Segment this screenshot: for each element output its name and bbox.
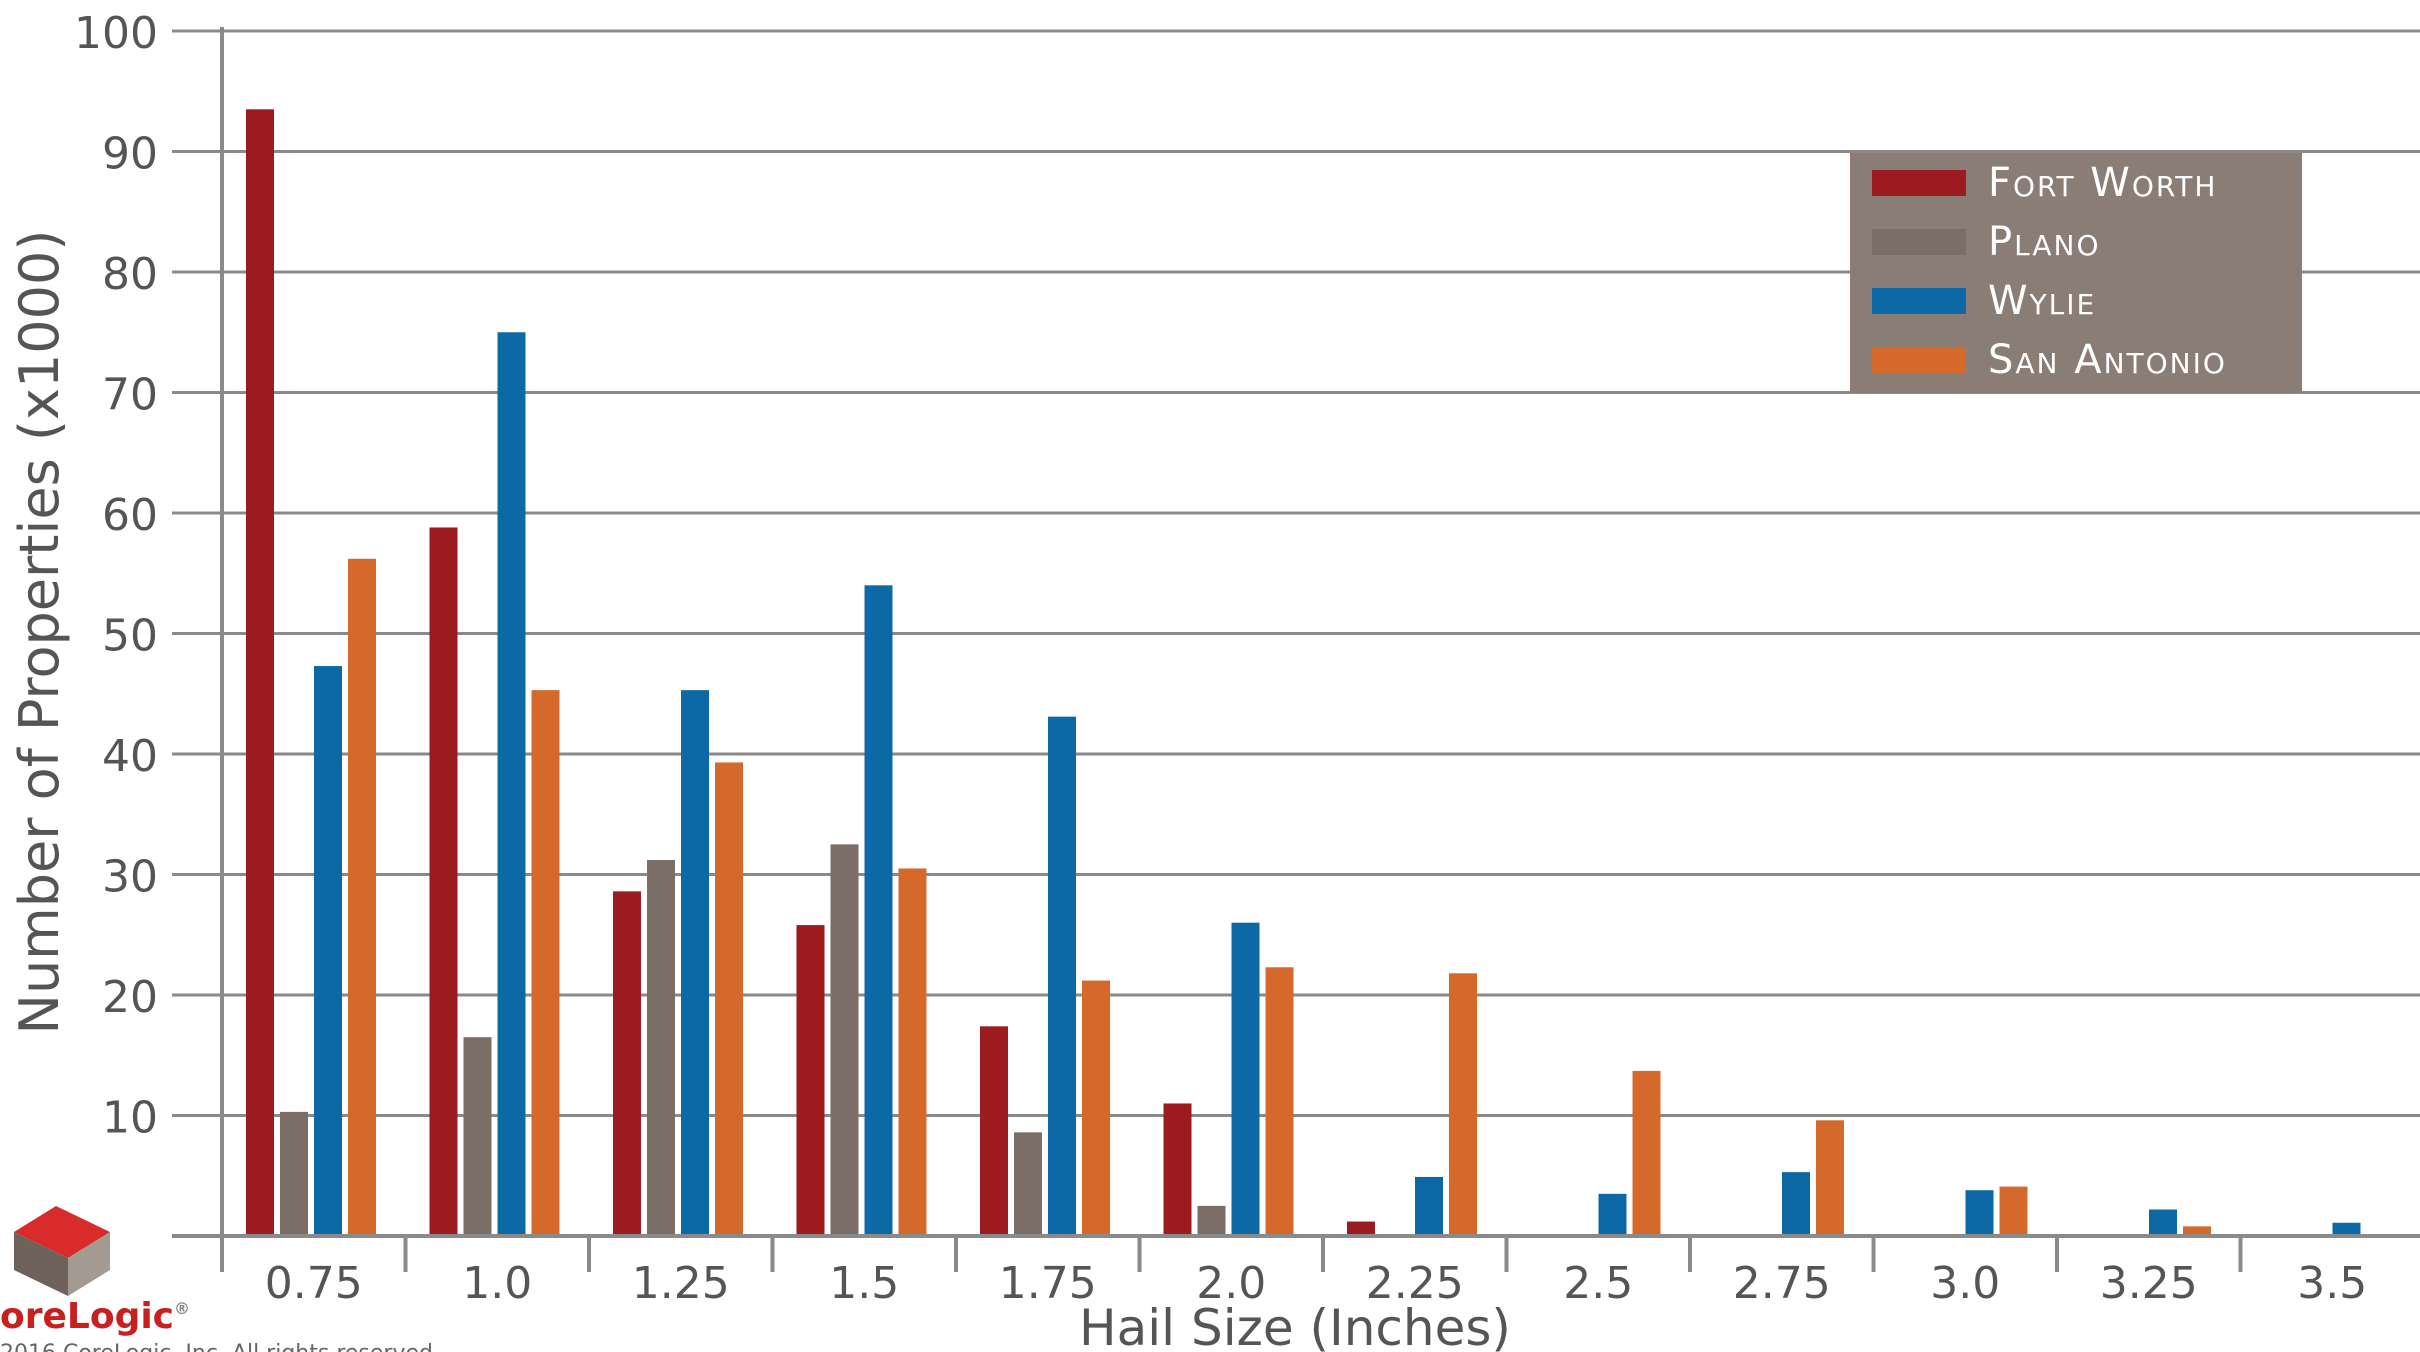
- bar: [1415, 1176, 1443, 1236]
- bar: [1197, 1205, 1226, 1236]
- y-tick-label: 30: [102, 852, 158, 903]
- bar: [1632, 1070, 1661, 1236]
- y-tick-label: 50: [102, 611, 158, 662]
- legend-swatch: [1872, 288, 1966, 314]
- bar: [864, 585, 893, 1236]
- bar: [613, 891, 641, 1236]
- bar: [429, 527, 458, 1236]
- bar: [1347, 1221, 1375, 1236]
- bar: [2183, 1226, 2211, 1236]
- legend: Fort Worth Plano Wylie San Antonio: [1850, 153, 2302, 393]
- bar: [246, 109, 274, 1237]
- x-tick-label: 1.5: [829, 1258, 899, 1309]
- bar: [1082, 980, 1110, 1236]
- x-tick-label: 3.25: [2100, 1258, 2198, 1309]
- bar: [1265, 967, 1294, 1236]
- bar: [1449, 973, 1477, 1236]
- bars: [246, 109, 2361, 1237]
- bar: [1048, 716, 1076, 1236]
- bar: [497, 332, 526, 1236]
- bar: [715, 762, 743, 1236]
- x-tick-label: 1.25: [632, 1258, 730, 1309]
- corelogic-logo: oreLogic® 2016 CoreLogic, Inc. All right…: [0, 1206, 440, 1352]
- bar: [2149, 1209, 2177, 1236]
- copyright-text: 2016 CoreLogic, Inc. All rights reserved…: [0, 1341, 440, 1352]
- logo-cube-left: [14, 1232, 68, 1296]
- logo-text: oreLogic®: [0, 1296, 190, 1337]
- bar: [2332, 1222, 2361, 1236]
- y-tick-labels: 10 20 30 40 50 60 70 80 90 100: [74, 8, 158, 1144]
- logo-wordmark: oreLogic: [0, 1296, 174, 1337]
- x-tick-label: 1.75: [999, 1258, 1097, 1309]
- bar: [1598, 1193, 1627, 1236]
- bar: [1999, 1186, 2028, 1236]
- x-tick-label: 2.25: [1366, 1258, 1464, 1309]
- bar: [348, 558, 376, 1236]
- legend-swatch: [1872, 347, 1966, 373]
- x-tick-label: 2.0: [1196, 1258, 1266, 1309]
- x-tick-label: 0.75: [265, 1258, 363, 1309]
- bar: [1782, 1172, 1810, 1236]
- x-tick-label: 2.5: [1563, 1258, 1633, 1309]
- legend-swatch: [1872, 229, 1966, 255]
- bar: [1231, 922, 1260, 1236]
- legend-label: San Antonio: [1988, 337, 2227, 383]
- y-axis-title: Number of Properties (x1000): [8, 230, 71, 1035]
- legend-label: Plano: [1988, 219, 2101, 265]
- bar: [647, 860, 675, 1236]
- x-tick-label: 3.5: [2297, 1258, 2367, 1309]
- logo-cube-top: [14, 1206, 110, 1258]
- legend-label: Wylie: [1988, 278, 2096, 324]
- bar: [463, 1037, 492, 1236]
- y-tick-label: 80: [102, 249, 158, 300]
- bar: [681, 690, 709, 1236]
- logo-cube-right: [68, 1232, 110, 1296]
- bar: [898, 868, 927, 1236]
- bar: [314, 666, 342, 1236]
- bar: [1163, 1103, 1192, 1236]
- x-tick-label: 1.0: [462, 1258, 532, 1309]
- y-tick-label: 90: [102, 129, 158, 180]
- logo-registered-mark: ®: [174, 1299, 190, 1318]
- bar: [531, 690, 560, 1236]
- legend-label: Fort Worth: [1988, 160, 2217, 206]
- bar: [1816, 1120, 1844, 1236]
- axes: [172, 27, 2420, 1272]
- x-tick-label: 2.75: [1733, 1258, 1831, 1309]
- bar: [980, 1026, 1008, 1236]
- bar: [1965, 1190, 1994, 1236]
- x-tick-label: 3.0: [1930, 1258, 2000, 1309]
- bar: [280, 1111, 308, 1236]
- y-tick-label: 20: [102, 972, 158, 1023]
- y-tick-label: 60: [102, 490, 158, 541]
- y-tick-label: 10: [102, 1093, 158, 1144]
- y-tick-label: 70: [102, 370, 158, 421]
- legend-swatch: [1872, 170, 1966, 196]
- x-tick-labels: 0.75 1.0 1.25 1.5 1.75 2.0 2.25 2.5 2.75 3.0 3.25 3…: [265, 1258, 2367, 1309]
- y-tick-label: 40: [102, 731, 158, 782]
- bar: [1014, 1132, 1042, 1236]
- bar: [796, 925, 825, 1236]
- bar: [830, 844, 859, 1236]
- y-tick-label: 100: [74, 8, 158, 59]
- x-axis-title: Hail Size (Inches): [1079, 1299, 1511, 1352]
